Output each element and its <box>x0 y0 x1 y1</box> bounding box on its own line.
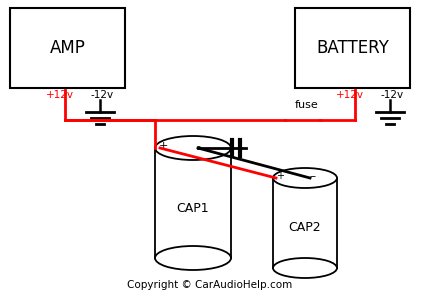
Text: Copyright © CarAudioHelp.com: Copyright © CarAudioHelp.com <box>128 280 293 290</box>
Text: -12v: -12v <box>91 90 114 100</box>
Ellipse shape <box>155 136 231 160</box>
Text: fuse: fuse <box>295 100 319 110</box>
Text: -: - <box>196 141 200 151</box>
Ellipse shape <box>273 258 337 278</box>
Text: BATTERY: BATTERY <box>316 39 389 57</box>
Bar <box>10 8 125 88</box>
Ellipse shape <box>273 168 337 188</box>
Bar <box>295 8 410 88</box>
Text: +: + <box>276 171 284 181</box>
Text: --: -- <box>309 171 317 181</box>
Text: CAP1: CAP1 <box>177 202 209 215</box>
Text: +12v: +12v <box>46 90 74 100</box>
Text: AMP: AMP <box>50 39 85 57</box>
Text: +: + <box>158 141 168 151</box>
Ellipse shape <box>155 246 231 270</box>
Text: -12v: -12v <box>381 90 404 100</box>
Text: CAP2: CAP2 <box>289 221 321 234</box>
Text: +12v: +12v <box>336 90 364 100</box>
